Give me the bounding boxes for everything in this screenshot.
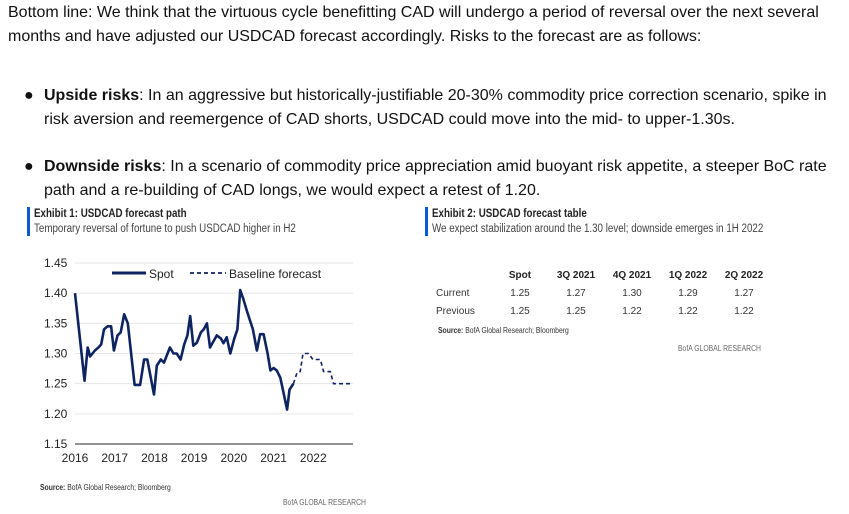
legend-spot-label: Spot [149, 267, 174, 281]
exhibit1-brand: BofA GLOBAL RESEARCH [283, 498, 366, 507]
source-label: Source: [40, 483, 66, 492]
exhibit1-title: Exhibit 1: USDCAD forecast path [34, 208, 187, 220]
x-tick-label: 2017 [101, 451, 128, 465]
x-tick-label: 2021 [260, 451, 287, 465]
table-header-row: Spot 3Q 2021 4Q 2021 1Q 2022 2Q 2022 [436, 266, 772, 284]
y-tick-label: 1.35 [44, 316, 68, 330]
table-cell: 1.25 [566, 305, 586, 317]
spot-series-line [73, 288, 295, 411]
bullet-title: Downside risks [44, 158, 162, 175]
y-tick-label: 1.20 [44, 407, 68, 421]
source-text: BofA Global Research; Bloomberg [65, 483, 171, 492]
table-cell: 1.22 [734, 305, 754, 317]
forecast-series-line [292, 352, 351, 385]
exhibit1-header: Exhibit 1: USDCAD forecast path Temporar… [27, 207, 394, 236]
legend-forecast-label: Baseline forecast [229, 267, 322, 281]
exhibit2-source: Source: BofA Global Research; Bloomberg [438, 326, 569, 335]
table-cell: 1.22 [678, 305, 698, 317]
y-tick-label: 1.45 [44, 256, 68, 270]
intro-paragraph: Bottom line: We think that the virtuous … [8, 4, 819, 45]
y-tick-label: 1.15 [44, 437, 68, 451]
source-text: BofA Global Research; Bloomberg [463, 326, 569, 335]
x-tick-label: 2020 [221, 451, 248, 465]
column-header: 3Q 2021 [556, 269, 596, 281]
x-tick-label: 2019 [181, 451, 208, 465]
x-tick-label: 2016 [62, 451, 89, 465]
table-cell: 1.30 [622, 287, 642, 299]
column-header [436, 266, 492, 284]
column-header: 1Q 2022 [668, 269, 708, 281]
forecast-table: Spot 3Q 2021 4Q 2021 1Q 2022 2Q 2022 Cur… [436, 266, 772, 320]
y-tick-label: 1.25 [44, 377, 68, 391]
table-cell: 1.22 [622, 305, 642, 317]
bullet-text: : In a scenario of commodity price appre… [44, 158, 827, 199]
table-cell: 1.27 [566, 287, 586, 299]
exhibit2-title: Exhibit 2: USDCAD forecast table [432, 208, 587, 220]
table-row: Current 1.25 1.27 1.30 1.29 1.27 [436, 284, 772, 302]
y-tick-label: 1.30 [44, 347, 68, 361]
exhibit1-source: Source: BofA Global Research; Bloomberg [40, 483, 171, 492]
bullet-icon: ● [24, 87, 34, 104]
column-header: 4Q 2021 [612, 269, 652, 281]
bullet-upside: ● Upside risks: In an aggressive but his… [24, 84, 834, 132]
table-cell: 1.25 [510, 305, 530, 317]
row-label: Previous [436, 305, 475, 317]
y-tick-label: 1.40 [44, 286, 68, 300]
column-header: Spot [508, 269, 532, 281]
table-cell: 1.27 [734, 287, 754, 299]
bullet-icon: ● [24, 158, 34, 175]
bullet-text: : In an aggressive but historically-just… [44, 87, 827, 128]
row-label: Current [436, 287, 470, 299]
bullet-title: Upside risks [44, 87, 140, 104]
bullet-downside: ● Downside risks: In a scenario of commo… [24, 155, 834, 203]
table-row: Previous 1.25 1.25 1.22 1.22 1.22 [436, 302, 772, 320]
table-cell: 1.29 [678, 287, 698, 299]
x-tick-label: 2018 [141, 451, 168, 465]
source-label: Source: [438, 326, 464, 335]
exhibit2-subtitle: We expect stabilization around the 1.30 … [432, 223, 764, 235]
chart-legend: Spot Baseline forecast [112, 267, 322, 281]
column-header: 2Q 2022 [724, 269, 764, 281]
x-tick-label: 2022 [300, 451, 327, 465]
exhibit1-subtitle: Temporary reversal of fortune to push US… [34, 223, 296, 235]
exhibit2-brand: BofA GLOBAL RESEARCH [678, 344, 761, 353]
exhibit2-header: Exhibit 2: USDCAD forecast table We expe… [425, 207, 772, 236]
table-cell: 1.25 [510, 287, 530, 299]
